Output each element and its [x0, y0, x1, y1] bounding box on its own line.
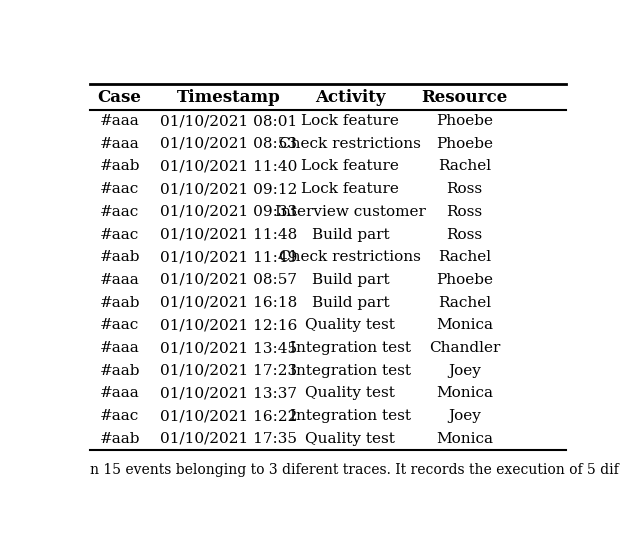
Text: Resource: Resource: [421, 88, 508, 105]
Text: #aab: #aab: [99, 295, 140, 310]
Text: Activity: Activity: [315, 88, 385, 105]
Text: 01/10/2021 12:16: 01/10/2021 12:16: [160, 318, 298, 333]
Text: 01/10/2021 08:01: 01/10/2021 08:01: [160, 114, 298, 128]
Text: Check restrictions: Check restrictions: [280, 136, 421, 151]
Text: Monica: Monica: [436, 318, 493, 333]
Text: #aaa: #aaa: [100, 341, 140, 355]
Text: Lock feature: Lock feature: [301, 182, 399, 196]
Text: #aaa: #aaa: [100, 273, 140, 287]
Text: Timestamp: Timestamp: [177, 88, 281, 105]
Text: Joey: Joey: [448, 409, 481, 423]
Text: n 15 events belonging to 3 diferent traces. It records the execution of 5 dif: n 15 events belonging to 3 diferent trac…: [90, 463, 619, 477]
Text: Build part: Build part: [312, 295, 389, 310]
Text: Case: Case: [98, 88, 141, 105]
Text: Monica: Monica: [436, 387, 493, 400]
Text: Check restrictions: Check restrictions: [280, 250, 421, 264]
Text: Lock feature: Lock feature: [301, 159, 399, 174]
Text: #aab: #aab: [99, 432, 140, 446]
Text: 01/10/2021 08:57: 01/10/2021 08:57: [160, 273, 298, 287]
Text: Ross: Ross: [446, 182, 483, 196]
Text: Quality test: Quality test: [305, 432, 396, 446]
Text: Phoebe: Phoebe: [436, 136, 493, 151]
Text: Monica: Monica: [436, 432, 493, 446]
Text: Build part: Build part: [312, 273, 389, 287]
Text: Integration test: Integration test: [290, 341, 411, 355]
Text: Lock feature: Lock feature: [301, 114, 399, 128]
Text: 01/10/2021 11:49: 01/10/2021 11:49: [160, 250, 298, 264]
Text: Phoebe: Phoebe: [436, 273, 493, 287]
Text: #aaa: #aaa: [100, 114, 140, 128]
Text: Phoebe: Phoebe: [436, 114, 493, 128]
Text: #aac: #aac: [100, 318, 140, 333]
Text: Rachel: Rachel: [438, 295, 491, 310]
Text: 01/10/2021 08:53: 01/10/2021 08:53: [160, 136, 298, 151]
Text: #aac: #aac: [100, 182, 140, 196]
Text: Quality test: Quality test: [305, 318, 396, 333]
Text: #aac: #aac: [100, 409, 140, 423]
Text: Ross: Ross: [446, 205, 483, 219]
Text: Chandler: Chandler: [429, 341, 500, 355]
Text: Integration test: Integration test: [290, 364, 411, 378]
Text: Rachel: Rachel: [438, 250, 491, 264]
Text: #aab: #aab: [99, 250, 140, 264]
Text: #aaa: #aaa: [100, 136, 140, 151]
Text: Joey: Joey: [448, 364, 481, 378]
Text: 01/10/2021 09:12: 01/10/2021 09:12: [160, 182, 298, 196]
Text: #aac: #aac: [100, 205, 140, 219]
Text: 01/10/2021 13:37: 01/10/2021 13:37: [160, 387, 298, 400]
Text: #aab: #aab: [99, 159, 140, 174]
Text: 01/10/2021 09:33: 01/10/2021 09:33: [160, 205, 298, 219]
Text: 01/10/2021 16:22: 01/10/2021 16:22: [160, 409, 298, 423]
Text: Integration test: Integration test: [290, 409, 411, 423]
Text: Quality test: Quality test: [305, 387, 396, 400]
Text: #aac: #aac: [100, 228, 140, 241]
Text: 01/10/2021 17:35: 01/10/2021 17:35: [160, 432, 298, 446]
Text: 01/10/2021 16:18: 01/10/2021 16:18: [160, 295, 298, 310]
Text: #aaa: #aaa: [100, 387, 140, 400]
Text: 01/10/2021 11:40: 01/10/2021 11:40: [160, 159, 298, 174]
Text: Rachel: Rachel: [438, 159, 491, 174]
Text: #aab: #aab: [99, 364, 140, 378]
Text: 01/10/2021 17:23: 01/10/2021 17:23: [160, 364, 298, 378]
Text: 01/10/2021 11:48: 01/10/2021 11:48: [160, 228, 298, 241]
Text: 01/10/2021 13:45: 01/10/2021 13:45: [160, 341, 298, 355]
Text: Interview customer: Interview customer: [275, 205, 426, 219]
Text: Build part: Build part: [312, 228, 389, 241]
Text: Ross: Ross: [446, 228, 483, 241]
